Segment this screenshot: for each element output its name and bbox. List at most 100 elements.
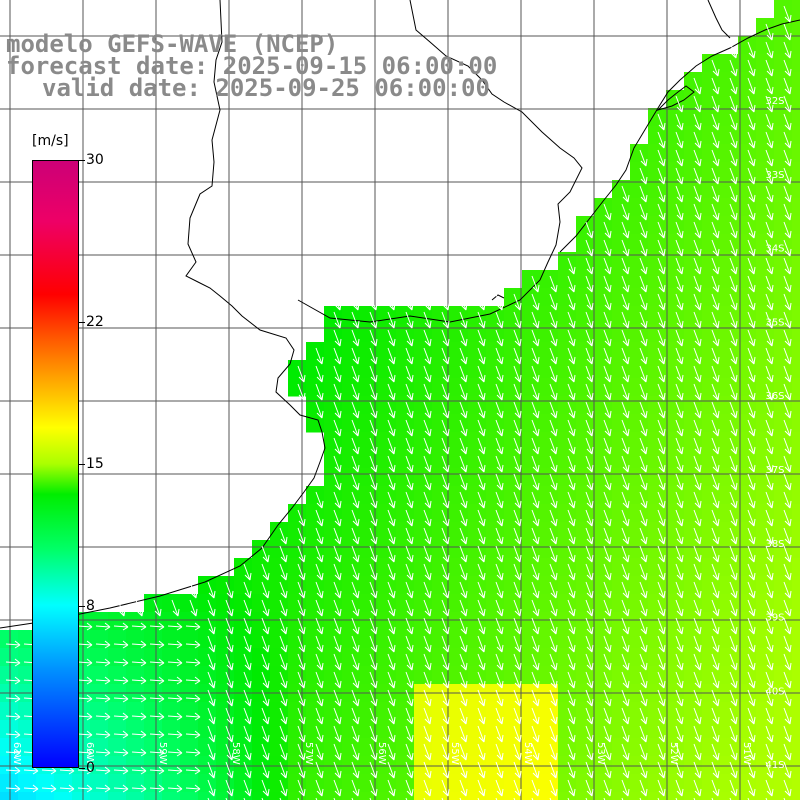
- wind-arrow: [657, 113, 666, 131]
- wind-arrow: [225, 671, 234, 689]
- wind-cell: [378, 504, 397, 523]
- wind-arrow: [387, 635, 396, 653]
- wind-arrow: [729, 347, 738, 365]
- wind-cell: [414, 666, 433, 685]
- wind-arrow: [657, 473, 666, 491]
- wind-arrow: [621, 509, 630, 527]
- wind-cell: [432, 468, 451, 487]
- wind-arrow: [423, 563, 432, 581]
- wind-cell: [648, 162, 667, 181]
- wind-arrow: [621, 527, 630, 545]
- wind-cell: [468, 576, 487, 595]
- wind-arrow: [423, 761, 432, 779]
- wind-cell: [684, 558, 703, 577]
- wind-arrow: [225, 725, 234, 743]
- wind-cell: [450, 720, 469, 739]
- wind-cell: [126, 756, 145, 775]
- wind-arrow: [495, 653, 504, 671]
- wind-arrow: [441, 617, 450, 635]
- wind-cell: [468, 666, 487, 685]
- wind-cell: [684, 648, 703, 667]
- wind-cell: [468, 630, 487, 649]
- wind-arrow: [477, 527, 486, 545]
- wind-cell: [414, 702, 433, 721]
- wind-cell: [648, 288, 667, 307]
- wind-arrow: [765, 707, 774, 725]
- wind-cell: [198, 648, 217, 667]
- wind-cell: [774, 72, 793, 91]
- wind-cell: [486, 612, 505, 631]
- wind-arrow: [765, 41, 774, 59]
- wind-arrow: [783, 311, 792, 329]
- wind-arrow: [531, 509, 540, 527]
- wind-cell: [684, 378, 703, 397]
- wind-arrow: [369, 419, 378, 437]
- wind-cell: [720, 576, 739, 595]
- wind-arrow: [95, 748, 111, 757]
- wind-arrow: [711, 347, 720, 365]
- coastline-line: [491, 294, 505, 301]
- wind-arrow: [333, 545, 342, 563]
- wind-cell: [756, 522, 775, 541]
- wind-arrow: [729, 437, 738, 455]
- wind-arrow: [351, 725, 360, 743]
- wind-cell: [558, 432, 577, 451]
- wind-arrow: [495, 419, 504, 437]
- wind-cell: [486, 522, 505, 541]
- wind-cell: [432, 432, 451, 451]
- wind-arrow: [765, 329, 774, 347]
- wind-arrow: [77, 748, 93, 757]
- wind-arrow: [747, 563, 756, 581]
- wind-arrow: [675, 437, 684, 455]
- wind-cell: [162, 612, 181, 631]
- wind-cell: [702, 180, 721, 199]
- wind-cell: [522, 270, 541, 289]
- wind-cell: [108, 702, 127, 721]
- wind-cell: [558, 756, 577, 775]
- wind-arrow: [369, 491, 378, 509]
- wind-cell: [396, 594, 415, 613]
- wind-cell: [342, 342, 361, 361]
- wind-arrow: [675, 365, 684, 383]
- wind-arrow: [423, 617, 432, 635]
- wind-arrow: [167, 766, 183, 775]
- wind-arrow: [95, 694, 111, 703]
- wind-cell: [702, 558, 721, 577]
- wind-arrow: [603, 545, 612, 563]
- wind-cell: [522, 558, 541, 577]
- wind-cell: [666, 486, 685, 505]
- wind-arrow: [657, 491, 666, 509]
- lon-label: 58W: [230, 742, 241, 765]
- wind-arrow: [729, 329, 738, 347]
- wind-arrow: [657, 347, 666, 365]
- wind-arrow: [441, 455, 450, 473]
- wind-arrow: [387, 707, 396, 725]
- colorbar-tick-mark: [79, 605, 85, 607]
- wind-cell: [216, 720, 235, 739]
- wind-cell: [252, 738, 271, 757]
- wind-cell: [684, 414, 703, 433]
- wind-arrow: [765, 239, 774, 257]
- wind-cell: [450, 342, 469, 361]
- wind-arrow: [729, 743, 738, 761]
- wind-arrow: [675, 617, 684, 635]
- wind-arrow: [459, 635, 468, 653]
- wind-arrow: [657, 167, 666, 185]
- wind-arrow: [59, 784, 75, 793]
- wind-cell: [468, 594, 487, 613]
- wind-arrow: [639, 347, 648, 365]
- wind-arrow: [747, 113, 756, 131]
- wind-cell: [504, 720, 523, 739]
- wind-cell: [792, 270, 800, 289]
- wind-cell: [630, 252, 649, 271]
- wind-cell: [756, 360, 775, 379]
- wind-cell: [270, 558, 289, 577]
- wind-arrow: [387, 563, 396, 581]
- wind-arrow: [95, 658, 111, 667]
- wind-cell: [792, 522, 800, 541]
- lon-label: 59W: [157, 742, 168, 765]
- wind-cell: [684, 774, 703, 793]
- wind-arrow: [711, 635, 720, 653]
- wind-cell: [558, 558, 577, 577]
- wind-arrow: [495, 437, 504, 455]
